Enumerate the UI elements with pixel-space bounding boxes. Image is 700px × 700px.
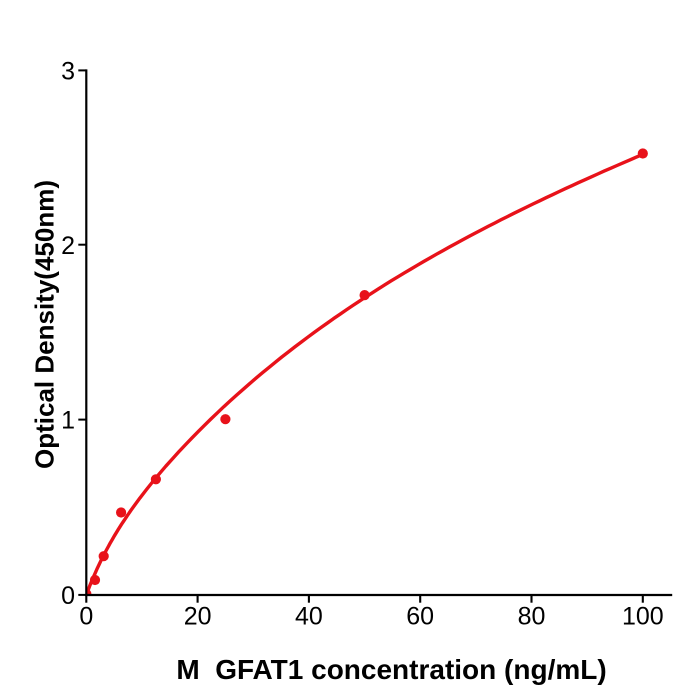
svg-text:2: 2 bbox=[61, 232, 75, 260]
svg-text:100: 100 bbox=[622, 602, 664, 630]
svg-text:1: 1 bbox=[61, 407, 75, 435]
svg-text:80: 80 bbox=[518, 602, 546, 630]
svg-text:Optical Density(450nm): Optical Density(450nm) bbox=[30, 180, 60, 469]
svg-text:0: 0 bbox=[79, 602, 93, 630]
svg-text:M GFAT1 concentration (ng/mL): M GFAT1 concentration (ng/mL) bbox=[176, 654, 606, 685]
svg-text:60: 60 bbox=[406, 602, 434, 630]
svg-text:40: 40 bbox=[295, 602, 323, 630]
svg-text:0: 0 bbox=[61, 582, 75, 610]
svg-text:3: 3 bbox=[61, 58, 75, 86]
svg-text:20: 20 bbox=[184, 602, 212, 630]
